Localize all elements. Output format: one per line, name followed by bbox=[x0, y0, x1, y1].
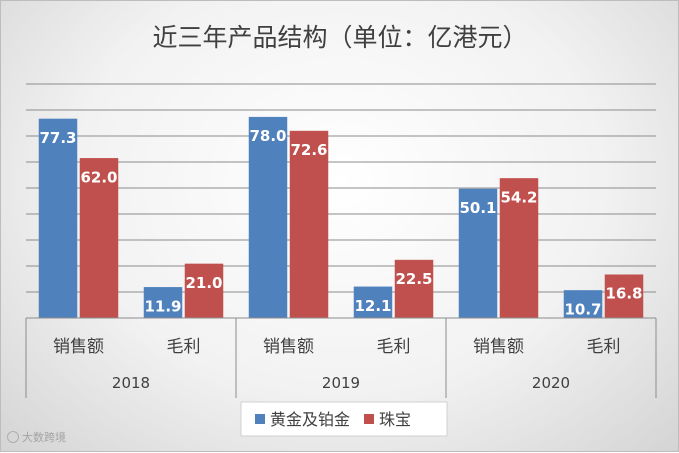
data-label: 54.2 bbox=[500, 188, 537, 206]
bar bbox=[563, 290, 603, 319]
bar bbox=[499, 178, 539, 319]
bar bbox=[394, 259, 434, 319]
data-label: 11.9 bbox=[144, 297, 181, 315]
data-label: 62.0 bbox=[80, 168, 117, 186]
group-tick-label: 2020 bbox=[532, 374, 570, 392]
category-tick-label: 销售额 bbox=[473, 337, 524, 357]
watermark: 大数跨境 bbox=[7, 429, 66, 445]
legend-entry[interactable]: 黄金及铂金 bbox=[270, 410, 350, 429]
gridlines bbox=[26, 83, 656, 293]
legend-swatch[interactable] bbox=[255, 414, 265, 424]
chart-title: 近三年产品结构（单位：亿港元） bbox=[152, 23, 527, 52]
data-label: 50.1 bbox=[459, 199, 496, 217]
data-label: 78.0 bbox=[249, 127, 286, 145]
legend[interactable]: 黄金及铂金 珠宝 bbox=[240, 401, 448, 437]
bar bbox=[79, 158, 119, 319]
watermark-logo-icon bbox=[7, 431, 19, 443]
data-label: 12.1 bbox=[354, 297, 391, 315]
data-label: 77.3 bbox=[39, 129, 76, 147]
bar bbox=[248, 116, 288, 319]
group-tick-label: 2019 bbox=[322, 374, 360, 392]
data-label: 22.5 bbox=[395, 270, 432, 288]
category-tick-label: 销售额 bbox=[53, 337, 104, 357]
bar bbox=[289, 130, 329, 319]
category-tick-label: 毛利 bbox=[167, 337, 201, 357]
legend-box bbox=[240, 401, 448, 437]
group-tick-label: 2018 bbox=[112, 374, 150, 392]
category-tick-label: 销售额 bbox=[263, 337, 314, 357]
legend-entry[interactable]: 珠宝 bbox=[379, 410, 411, 429]
data-label: 21.0 bbox=[185, 274, 222, 292]
data-label: 16.8 bbox=[605, 285, 642, 303]
legend-swatch[interactable] bbox=[364, 414, 374, 424]
bar bbox=[38, 118, 78, 319]
category-tick-label: 毛利 bbox=[377, 337, 411, 357]
watermark-text: 大数跨境 bbox=[22, 431, 66, 444]
bar bbox=[604, 274, 644, 319]
data-label: 72.6 bbox=[290, 141, 327, 159]
bars bbox=[38, 116, 644, 319]
category-tick-label: 毛利 bbox=[587, 337, 621, 357]
x-axis: 销售额 毛利 2018 销售额 毛利 2019 销售额 毛利 2020 bbox=[25, 317, 657, 398]
data-label: 10.7 bbox=[564, 300, 601, 318]
data-labels: 77.3 62.0 11.921.0 78.072.6 12.122.5 50.154.2… bbox=[39, 127, 642, 318]
